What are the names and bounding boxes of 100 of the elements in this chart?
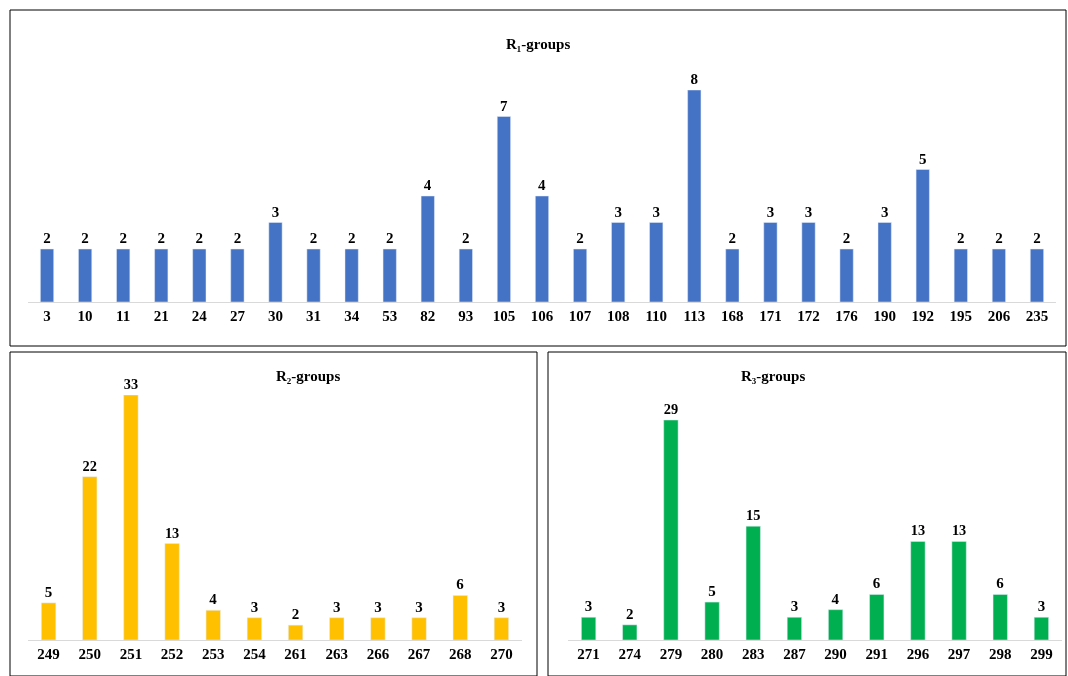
x-tick-label: 271 — [577, 646, 600, 662]
data-label: 2 — [291, 606, 300, 623]
x-tick-label: 113 — [683, 308, 706, 324]
x-tick-label: 108 — [606, 308, 630, 324]
data-label: 5 — [918, 150, 927, 167]
data-label: 2 — [728, 230, 737, 246]
data-label: 6 — [872, 575, 881, 592]
bar — [41, 602, 57, 640]
x-tick-label: 3 — [43, 308, 51, 324]
bar — [745, 525, 761, 640]
data-label: 13 — [164, 524, 180, 541]
data-label: 4 — [209, 591, 218, 608]
x-tick-label: 296 — [906, 646, 930, 662]
bar — [828, 609, 844, 640]
x-tick-label: 27 — [229, 308, 246, 324]
x-tick-label: 195 — [949, 308, 973, 324]
data-label: 4 — [831, 590, 840, 607]
data-label: 3 — [614, 203, 622, 220]
bar — [154, 248, 169, 302]
chart-title: R₃-groups — [741, 368, 806, 384]
bar — [40, 248, 54, 302]
x-tick-label: 53 — [382, 308, 398, 324]
x-tick-label: 172 — [797, 308, 820, 324]
x-tick-label: 21 — [153, 308, 169, 324]
data-label: 2 — [1033, 230, 1041, 246]
bar — [535, 195, 549, 302]
bar — [573, 248, 587, 302]
x-tick-label: 192 — [911, 308, 934, 324]
data-label: 2 — [43, 230, 51, 246]
data-label: 3 — [497, 598, 506, 615]
bar — [164, 543, 180, 640]
bar — [497, 116, 511, 302]
data-label: 2 — [233, 230, 242, 246]
bar — [725, 248, 740, 302]
bar — [649, 222, 664, 302]
bar — [82, 476, 98, 640]
data-label: 2 — [576, 230, 584, 246]
data-label: 3 — [333, 598, 341, 615]
x-tick-label: 270 — [490, 646, 513, 662]
bar — [306, 248, 321, 302]
x-tick-label: 190 — [873, 308, 896, 324]
bar — [687, 90, 702, 302]
x-tick-label: 24 — [191, 308, 208, 324]
data-label: 3 — [271, 203, 280, 220]
bar — [1030, 248, 1044, 302]
x-tick-label: 206 — [987, 308, 1011, 324]
chart-title: R₂-groups — [276, 368, 341, 384]
bar — [663, 420, 679, 640]
data-label: 3 — [804, 203, 813, 220]
data-label: 3 — [1037, 598, 1046, 615]
data-label: 8 — [690, 71, 699, 87]
bar — [1033, 616, 1049, 640]
data-label: 15 — [746, 507, 761, 524]
x-tick-label: 11 — [116, 308, 131, 324]
x-tick-label: 249 — [37, 646, 60, 662]
bar — [951, 541, 967, 640]
data-label: 3 — [652, 203, 660, 220]
data-label: 2 — [385, 230, 394, 246]
x-tick-label: 261 — [284, 646, 307, 662]
x-tick-label: 31 — [306, 308, 322, 324]
data-label: 2 — [309, 230, 318, 246]
x-tick-label: 171 — [759, 308, 782, 324]
x-tick-label: 283 — [742, 646, 765, 662]
bar — [622, 624, 638, 640]
bar — [344, 248, 359, 302]
bar — [801, 222, 816, 302]
chart-title: R₁-groups — [506, 36, 571, 52]
x-tick-label: 280 — [700, 646, 724, 662]
x-tick-label: 110 — [645, 308, 668, 324]
bar — [382, 248, 397, 302]
data-label: 7 — [499, 97, 508, 114]
data-label: 2 — [626, 605, 634, 622]
bar — [205, 610, 221, 640]
x-tick-label: 274 — [618, 646, 642, 662]
x-tick-label: 290 — [824, 646, 847, 662]
bar — [786, 616, 802, 640]
data-label: 2 — [995, 230, 1003, 246]
data-label: 2 — [195, 230, 204, 246]
x-tick-label: 176 — [835, 308, 859, 324]
x-tick-label: 291 — [865, 646, 888, 662]
x-tick-label: 34 — [344, 308, 360, 324]
bar — [370, 617, 386, 640]
x-tick-label: 299 — [1030, 646, 1053, 662]
data-label: 3 — [880, 203, 889, 220]
data-label: 5 — [708, 583, 716, 600]
x-tick-label: 267 — [407, 646, 431, 662]
data-label: 4 — [538, 177, 546, 193]
bar — [877, 222, 892, 302]
x-tick-label: 106 — [530, 308, 554, 324]
data-label: 33 — [123, 376, 139, 393]
bar — [992, 594, 1008, 640]
data-label: 2 — [81, 230, 89, 246]
bar — [123, 395, 139, 640]
bar — [915, 169, 930, 302]
data-label: 3 — [584, 598, 593, 615]
bar — [452, 595, 468, 640]
data-label: 4 — [423, 177, 432, 193]
bar — [869, 594, 885, 640]
data-label: 3 — [415, 598, 423, 615]
bar — [230, 248, 245, 302]
